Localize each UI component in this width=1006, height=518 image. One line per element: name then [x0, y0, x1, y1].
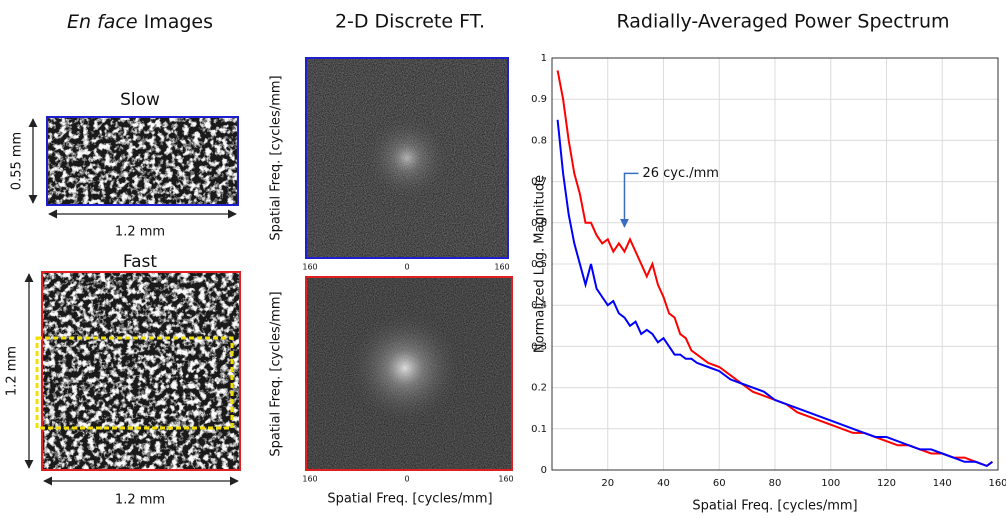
ft-y-label: Spatial Freq. [cycles/mm]: [269, 75, 284, 240]
series-line: [556, 119, 993, 468]
y-tick-label: 0.9: [531, 94, 547, 105]
image-border: [46, 116, 239, 206]
ft-y-label: Spatial Freq. [cycles/mm]: [269, 291, 284, 456]
panel-title: 2-D Discrete FT.: [335, 11, 485, 33]
x-tick-label: 40: [657, 478, 670, 489]
chart-title: Radially-Averaged Power Spectrum: [617, 11, 950, 33]
ft-tick: 160: [302, 475, 317, 484]
y-tick-label: 0.1: [531, 424, 547, 435]
dim-label: 1.2 mm: [115, 493, 165, 508]
dim-label: 0.55 mm: [10, 132, 25, 190]
title-rest: Images: [144, 11, 213, 33]
y-tick-label: 0.6: [531, 218, 547, 229]
y-tick-label: 1: [541, 53, 547, 64]
image-border: [305, 57, 509, 259]
y-tick-label: 0.4: [531, 300, 547, 311]
y-tick-label: 0.7: [531, 177, 547, 188]
panel-title: En face Images: [67, 11, 213, 33]
title-em: En face: [67, 11, 138, 33]
ft-tick: 0: [404, 475, 409, 484]
fast-texture: [42, 272, 240, 470]
roi-box: [35, 336, 234, 430]
image-label: Fast: [123, 252, 157, 272]
x-tick-label: 20: [601, 478, 614, 489]
x-tick-label: 100: [821, 478, 840, 489]
x-tick-label: 160: [988, 478, 1006, 489]
x-tick-label: 60: [713, 478, 726, 489]
x-tick-label: 140: [933, 478, 952, 489]
y-tick-label: 0.3: [531, 341, 547, 352]
x-tick-label: 120: [877, 478, 896, 489]
y-tick-label: 0.2: [531, 383, 547, 394]
y-tick-label: 0.5: [531, 259, 547, 270]
annotation: 26 cyc./mm: [642, 166, 719, 181]
dim-label: 1.2 mm: [5, 346, 20, 396]
ft-center: [345, 308, 465, 428]
slow-texture: [47, 117, 238, 205]
annotation-arrow: [619, 172, 639, 228]
ft-tick: 0: [404, 263, 409, 272]
ft-center: [362, 113, 452, 203]
ft-tick: 160: [494, 263, 509, 272]
series-line: [556, 70, 993, 468]
image-border: [41, 271, 241, 471]
x-axis-label: Spatial Freq. [cycles/mm]: [692, 499, 857, 514]
y-axis-label: Normalized Log. Magnitude: [533, 175, 548, 353]
axes-frame: [551, 57, 999, 471]
y-tick-label: 0: [541, 465, 547, 476]
y-tick-label: 0.8: [531, 135, 547, 146]
ft-x-label: Spatial Freq. [cycles/mm]: [327, 492, 492, 507]
image-label: Slow: [120, 90, 160, 110]
image-border: [305, 276, 513, 471]
ft-tick: 160: [302, 263, 317, 272]
dim-label: 1.2 mm: [115, 225, 165, 240]
x-tick-label: 80: [769, 478, 782, 489]
ft-tick: 160: [498, 475, 513, 484]
